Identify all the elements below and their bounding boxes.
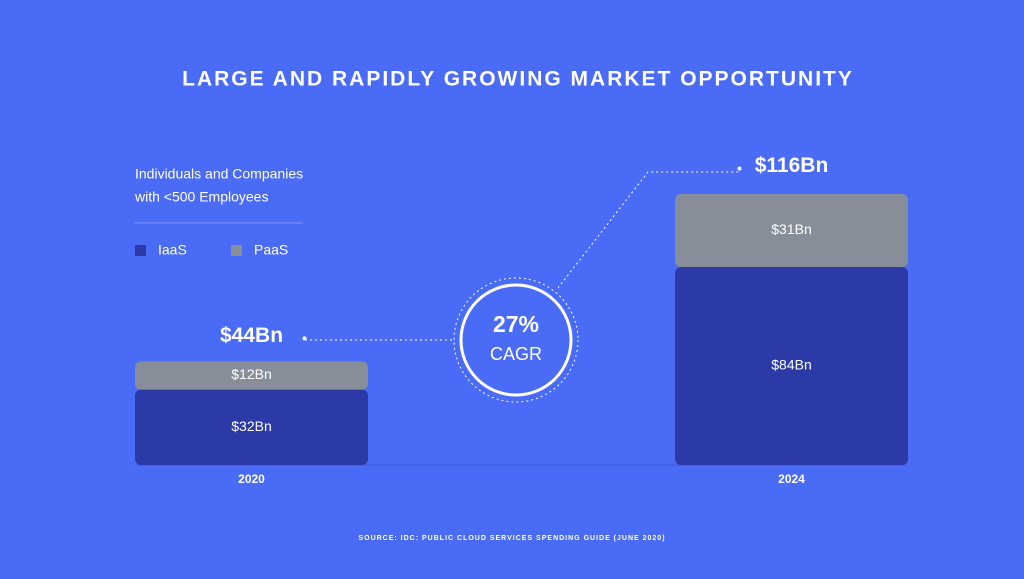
total-label: $44Bn xyxy=(220,324,283,347)
cagr-ring xyxy=(453,277,579,403)
subtitle: Individuals and Companies xyxy=(135,166,303,182)
leader-line xyxy=(557,171,738,289)
legend-label: PaaS xyxy=(254,242,288,258)
bar-segment xyxy=(675,194,908,268)
source: SOURCE: IDC: PUBLIC CLOUD SERVICES SPEND… xyxy=(358,535,665,542)
cagr-label: CAGR xyxy=(490,344,542,364)
value-label: $12Bn xyxy=(231,366,271,382)
value-label: $31Bn xyxy=(771,221,811,237)
bar-segment xyxy=(135,361,368,390)
chart-title: LARGE AND RAPIDLY GROWING MARKET OPPORTU… xyxy=(182,68,854,91)
legend-swatch xyxy=(231,245,242,256)
cagr-circle xyxy=(459,283,573,397)
subtitle: with <500 Employees xyxy=(134,189,268,205)
x-tick-label: 2020 xyxy=(238,472,265,486)
cagr-value: 27% xyxy=(493,311,539,337)
total-label: $116Bn xyxy=(755,154,829,177)
total-marker xyxy=(737,166,742,171)
bar-segment xyxy=(135,389,368,465)
legend-swatch xyxy=(135,245,146,256)
value-label: $32Bn xyxy=(231,418,271,434)
x-tick-label: 2024 xyxy=(778,472,805,486)
total-marker xyxy=(302,336,307,341)
value-label: $84Bn xyxy=(771,357,811,373)
legend-label: IaaS xyxy=(158,242,187,258)
bar-segment xyxy=(675,267,908,465)
